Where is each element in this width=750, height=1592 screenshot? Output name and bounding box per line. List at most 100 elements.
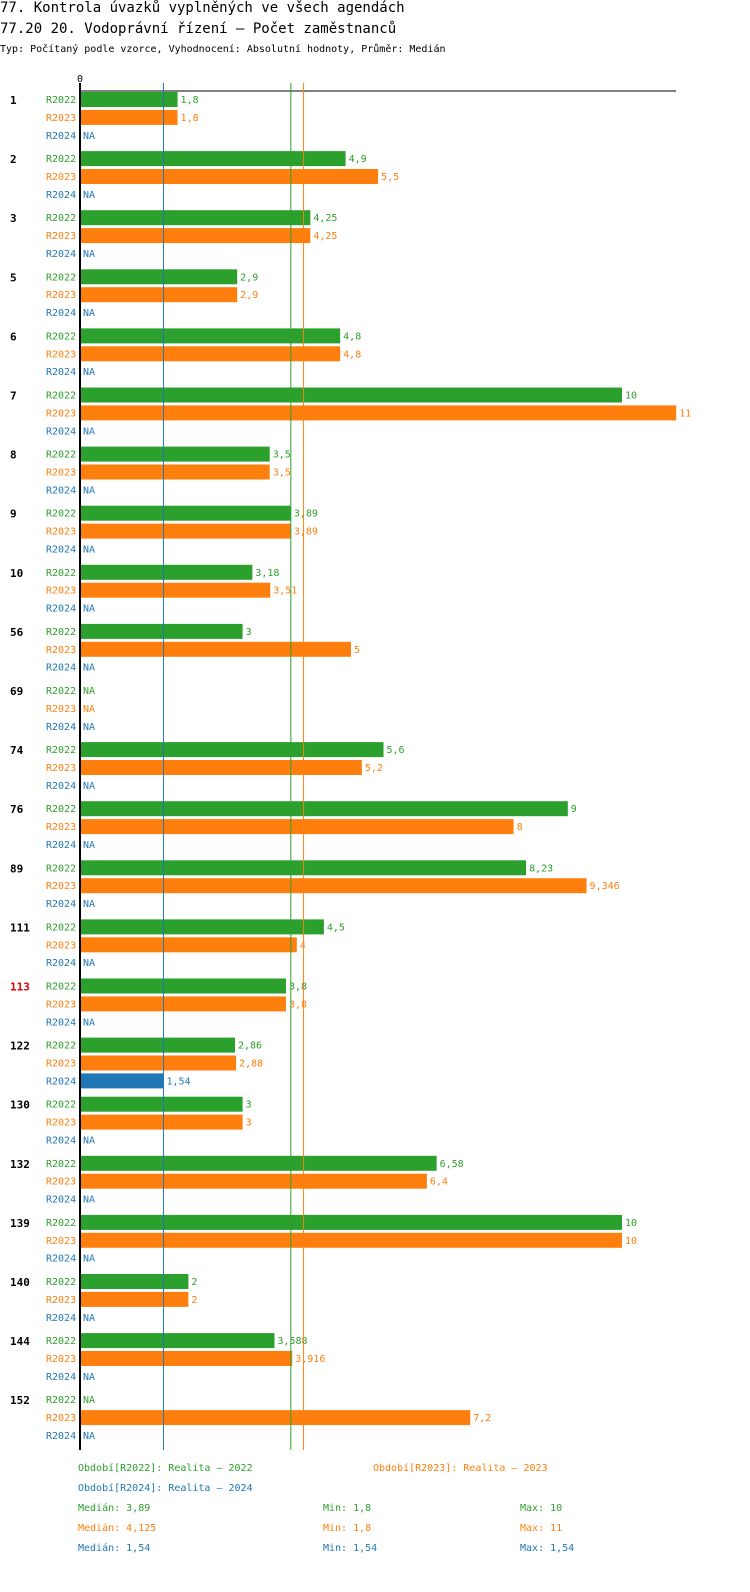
data-label-8-R2023: 3,5 — [273, 468, 291, 479]
bar-5-R2022 — [80, 269, 238, 285]
series-label-111-R2024: R2024 — [46, 958, 76, 969]
data-label-139-R2022: 10 — [625, 1218, 637, 1229]
series-label-139-R2024: R2024 — [46, 1254, 76, 1265]
category-label-139: 139 — [10, 1217, 30, 1230]
category-label-8: 8 — [10, 449, 17, 462]
bar-3-R2022 — [80, 210, 311, 226]
bar-76-R2023 — [80, 819, 514, 835]
series-label-111-R2022: R2022 — [46, 922, 76, 933]
na-label-6-R2024: NA — [83, 367, 95, 378]
category-label-7: 7 — [10, 390, 17, 403]
data-label-9-R2023: 3,89 — [294, 527, 318, 538]
category-label-130: 130 — [10, 1099, 30, 1112]
legend-period-2022: Období[R2022]: Realita – 2022 — [78, 1463, 253, 1474]
data-label-3-R2023: 4,25 — [313, 231, 337, 242]
na-label-132-R2024: NA — [83, 1195, 95, 1206]
series-label-10-R2023: R2023 — [46, 586, 76, 597]
bar-8-R2023 — [80, 464, 270, 480]
category-label-144: 144 — [10, 1335, 30, 1348]
bar-6-R2022 — [80, 328, 341, 344]
chart-title: 77. Kontrola úvazků vyplněných ve všech … — [0, 0, 405, 16]
data-label-1-R2023: 1,8 — [181, 113, 199, 124]
bar-122-R2024 — [80, 1073, 164, 1089]
bar-2-R2023 — [80, 169, 379, 184]
data-label-130-R2023: 3 — [246, 1118, 252, 1129]
bar-111-R2022 — [80, 919, 324, 935]
legend-median-2024: Medián: 1,54 — [78, 1543, 151, 1554]
series-label-113-R2024: R2024 — [46, 1017, 76, 1028]
bar-5-R2023 — [80, 287, 238, 303]
series-label-5-R2022: R2022 — [46, 272, 76, 283]
data-label-5-R2022: 2,9 — [240, 272, 258, 283]
data-label-132-R2022: 6,58 — [440, 1159, 464, 1170]
bar-9-R2023 — [80, 523, 291, 539]
series-label-132-R2024: R2024 — [46, 1195, 76, 1206]
series-label-69-R2024: R2024 — [46, 722, 76, 733]
data-label-7-R2023: 11 — [679, 408, 691, 419]
na-label-74-R2024: NA — [83, 781, 95, 792]
category-label-69: 69 — [10, 685, 23, 698]
category-label-76: 76 — [10, 803, 24, 816]
series-label-56-R2024: R2024 — [46, 663, 76, 674]
series-label-10-R2022: R2022 — [46, 568, 76, 579]
legend-max-2023: Max: 11 — [520, 1523, 563, 1534]
series-label-130-R2023: R2023 — [46, 1118, 76, 1129]
data-label-130-R2022: 3 — [246, 1100, 252, 1111]
data-label-89-R2022: 8,23 — [529, 863, 553, 874]
bar-56-R2022 — [80, 623, 243, 639]
legend-median-2022: Medián: 3,89 — [78, 1503, 151, 1514]
series-label-113-R2023: R2023 — [46, 999, 76, 1010]
na-label-5-R2024: NA — [83, 308, 95, 319]
series-label-144-R2023: R2023 — [46, 1354, 76, 1365]
data-label-122-R2022: 2,86 — [238, 1041, 262, 1052]
series-label-9-R2024: R2024 — [46, 545, 76, 556]
category-label-6: 6 — [10, 330, 17, 343]
series-label-2-R2022: R2022 — [46, 154, 76, 165]
na-label-7-R2024: NA — [83, 426, 95, 437]
series-label-5-R2023: R2023 — [46, 290, 76, 301]
na-label-144-R2024: NA — [83, 1372, 95, 1383]
series-label-6-R2022: R2022 — [46, 331, 76, 342]
data-label-140-R2023: 2 — [191, 1295, 197, 1306]
bar-89-R2022 — [80, 860, 527, 876]
bar-8-R2022 — [80, 446, 270, 462]
series-label-144-R2022: R2022 — [46, 1336, 76, 1347]
data-label-111-R2022: 4,5 — [327, 922, 345, 933]
category-label-5: 5 — [10, 271, 17, 284]
category-label-111: 111 — [10, 921, 30, 934]
category-label-1: 1 — [10, 94, 17, 107]
series-label-132-R2023: R2023 — [46, 1177, 76, 1188]
legend-max-2022: Max: 10 — [520, 1503, 563, 1514]
na-label-152-R2022: NA — [83, 1395, 95, 1406]
data-label-76-R2022: 9 — [571, 804, 577, 815]
na-label-69-R2022: NA — [83, 686, 95, 697]
na-label-69-R2024: NA — [83, 722, 95, 733]
bar-74-R2022 — [80, 742, 384, 758]
bar-130-R2022 — [80, 1096, 243, 1112]
series-label-130-R2022: R2022 — [46, 1100, 76, 1111]
series-label-122-R2022: R2022 — [46, 1041, 76, 1052]
na-label-8-R2024: NA — [83, 485, 95, 496]
na-label-152-R2024: NA — [83, 1431, 95, 1442]
data-label-89-R2023: 9,346 — [590, 881, 620, 892]
bar-144-R2023 — [80, 1351, 293, 1366]
series-label-89-R2022: R2022 — [46, 863, 76, 874]
bar-74-R2023 — [80, 760, 362, 775]
category-label-113: 113 — [10, 981, 30, 994]
series-label-122-R2023: R2023 — [46, 1059, 76, 1070]
data-label-140-R2022: 2 — [191, 1277, 197, 1288]
series-label-7-R2023: R2023 — [46, 408, 76, 419]
category-label-3: 3 — [10, 212, 17, 225]
series-label-152-R2023: R2023 — [46, 1413, 76, 1424]
series-label-56-R2023: R2023 — [46, 645, 76, 656]
bar-56-R2023 — [80, 641, 351, 657]
na-label-9-R2024: NA — [83, 545, 95, 556]
category-label-9: 9 — [10, 508, 17, 521]
series-label-140-R2023: R2023 — [46, 1295, 76, 1306]
bar-140-R2023 — [80, 1291, 189, 1307]
series-label-9-R2023: R2023 — [46, 527, 76, 538]
legend-period-2024: Období[R2024]: Realita – 2024 — [78, 1483, 253, 1494]
series-label-56-R2022: R2022 — [46, 627, 76, 638]
bar-6-R2023 — [80, 346, 341, 362]
data-label-113-R2022: 3,8 — [289, 982, 307, 993]
